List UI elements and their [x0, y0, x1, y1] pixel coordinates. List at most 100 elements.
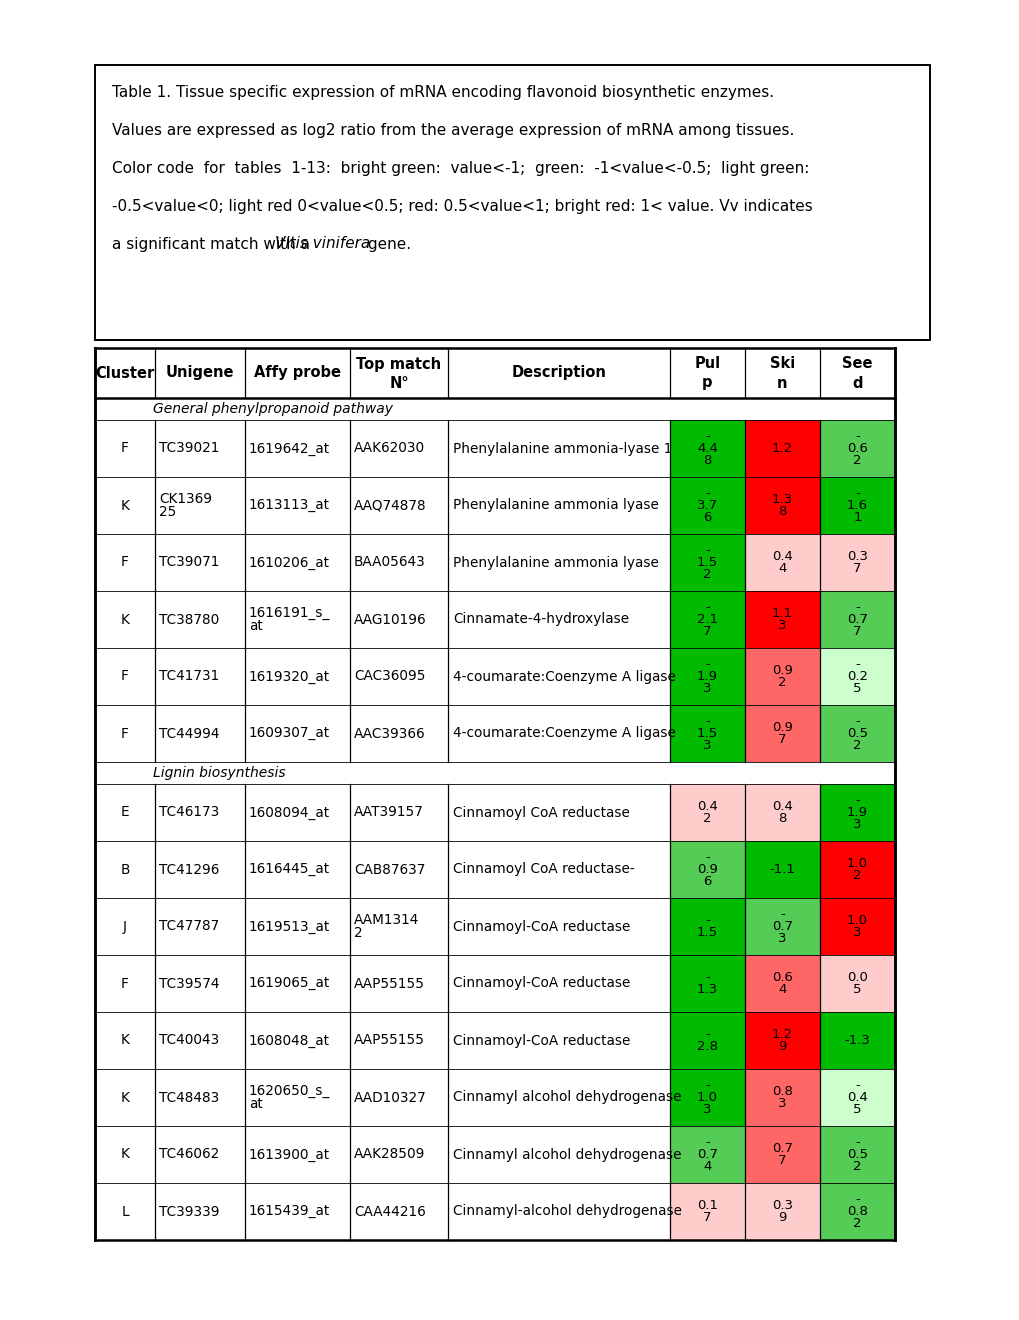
Bar [744, 420, 819, 477]
Bar [819, 648, 894, 705]
Text: 1.9: 1.9 [846, 807, 867, 818]
Text: 0.2: 0.2 [846, 671, 867, 682]
Text: 3: 3 [777, 1097, 786, 1110]
Text: 2: 2 [853, 869, 861, 882]
Text: d: d [852, 375, 862, 391]
Text: 8: 8 [703, 454, 711, 467]
Text: -: - [854, 715, 859, 729]
Text: 8: 8 [777, 812, 786, 825]
Bar [744, 535, 819, 591]
Text: 1.3: 1.3 [771, 492, 793, 506]
Text: J: J [123, 920, 127, 933]
Text: -: - [854, 430, 859, 444]
Text: 0.7: 0.7 [771, 920, 792, 933]
Text: AAK28509: AAK28509 [354, 1147, 425, 1162]
Text: Description: Description [512, 366, 606, 380]
Text: AAD10327: AAD10327 [354, 1090, 426, 1105]
Bar [95, 65, 929, 341]
Text: 1.9: 1.9 [696, 671, 717, 682]
Text: 3: 3 [853, 818, 861, 832]
Bar [669, 477, 744, 535]
Text: 5: 5 [853, 983, 861, 997]
Bar [95, 65, 929, 341]
Text: 0.5: 0.5 [846, 1148, 867, 1162]
Bar [819, 1069, 894, 1126]
Bar [744, 1183, 819, 1239]
Bar [819, 898, 894, 954]
Text: 9: 9 [777, 1040, 786, 1053]
Text: BAA05643: BAA05643 [354, 556, 425, 569]
Text: 0.4: 0.4 [846, 1092, 867, 1104]
Bar [744, 841, 819, 898]
Text: CAC36095: CAC36095 [354, 669, 425, 684]
Text: 4: 4 [777, 983, 786, 997]
Text: TC38780: TC38780 [159, 612, 219, 627]
Text: See: See [842, 356, 872, 371]
Text: Vitis vinifera: Vitis vinifera [275, 236, 370, 252]
Text: 0.9: 0.9 [771, 664, 792, 677]
Text: 1.6: 1.6 [846, 499, 867, 512]
Text: at: at [249, 1097, 263, 1111]
Bar [669, 591, 744, 648]
Text: 8: 8 [777, 506, 786, 517]
Text: 0.4: 0.4 [771, 550, 792, 564]
Text: 2: 2 [853, 1160, 861, 1173]
Text: 3: 3 [853, 927, 861, 939]
Bar [819, 591, 894, 648]
Text: 0.8: 0.8 [846, 1205, 867, 1218]
Text: Values are expressed as log2 ratio from the average expression of mRNA among tis: Values are expressed as log2 ratio from … [112, 123, 794, 137]
Text: 3: 3 [702, 682, 711, 696]
Bar [669, 1126, 744, 1183]
Text: 0.7: 0.7 [771, 1142, 792, 1155]
Text: 4: 4 [703, 1160, 711, 1173]
Text: Top match: Top match [356, 356, 441, 371]
Text: -: - [704, 715, 709, 729]
Text: 2.8: 2.8 [696, 1040, 717, 1053]
Text: Lignin biosynthesis: Lignin biosynthesis [153, 766, 285, 780]
Text: -: - [704, 851, 709, 865]
Text: -: - [704, 913, 709, 927]
Text: K: K [120, 1034, 129, 1048]
Text: 25: 25 [159, 506, 176, 519]
Text: 1: 1 [853, 511, 861, 524]
Text: 4: 4 [777, 562, 786, 576]
Text: -: - [854, 487, 859, 500]
Bar [819, 784, 894, 841]
Text: E: E [120, 805, 129, 820]
Text: K: K [120, 499, 129, 512]
Text: 6: 6 [703, 875, 711, 888]
Text: 1609307_at: 1609307_at [249, 726, 330, 741]
Text: Phenylalanine ammonia-lyase 1: Phenylalanine ammonia-lyase 1 [452, 441, 672, 455]
Text: 2: 2 [853, 1217, 861, 1230]
Text: 1615439_at: 1615439_at [249, 1204, 330, 1218]
Text: 6: 6 [703, 511, 711, 524]
Text: Cinnamyl-alcohol dehydrogenase: Cinnamyl-alcohol dehydrogenase [452, 1204, 682, 1218]
Text: F: F [121, 669, 128, 684]
Text: gene.: gene. [363, 236, 411, 252]
Text: 9: 9 [777, 1210, 786, 1224]
Text: 1610206_at: 1610206_at [249, 556, 330, 569]
Bar [819, 535, 894, 591]
Text: 1.5: 1.5 [696, 556, 717, 569]
Text: 7: 7 [702, 1210, 711, 1224]
Text: F: F [121, 977, 128, 990]
Text: Pul: Pul [694, 356, 719, 371]
Text: CAA44216: CAA44216 [354, 1204, 425, 1218]
Text: -: - [704, 1137, 709, 1148]
Text: 2: 2 [702, 568, 711, 581]
Text: -: - [704, 430, 709, 444]
Text: TC39339: TC39339 [159, 1204, 219, 1218]
Bar [744, 1012, 819, 1069]
Text: AAP55155: AAP55155 [354, 977, 425, 990]
Bar [744, 591, 819, 648]
Text: 4-coumarate:Coenzyme A ligase: 4-coumarate:Coenzyme A ligase [452, 726, 676, 741]
Text: 3: 3 [702, 1104, 711, 1115]
Text: 1.3: 1.3 [696, 983, 717, 997]
Text: -: - [704, 1078, 709, 1092]
Text: Cinnamyl alcohol dehydrogenase: Cinnamyl alcohol dehydrogenase [452, 1147, 681, 1162]
Text: L: L [121, 1204, 128, 1218]
Text: AAT39157: AAT39157 [354, 805, 424, 820]
Text: 0.6: 0.6 [771, 972, 792, 983]
Text: TC46173: TC46173 [159, 805, 219, 820]
Text: 3: 3 [702, 739, 711, 752]
